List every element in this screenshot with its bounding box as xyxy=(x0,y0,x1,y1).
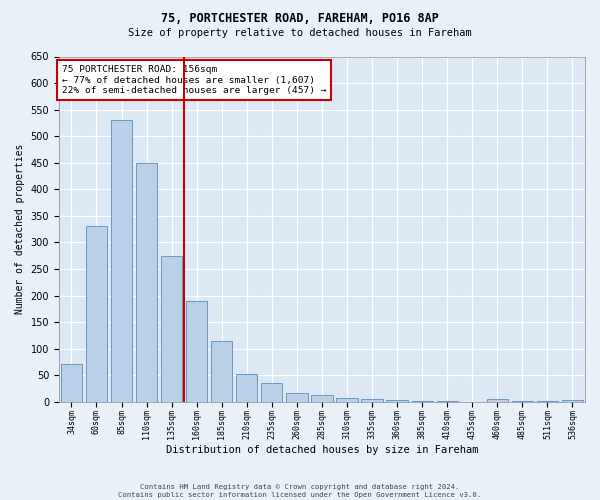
Bar xyxy=(236,374,257,402)
Text: Size of property relative to detached houses in Fareham: Size of property relative to detached ho… xyxy=(128,28,472,38)
Bar xyxy=(487,399,508,402)
Bar xyxy=(337,398,358,402)
Bar xyxy=(412,400,433,402)
Bar xyxy=(136,162,157,402)
Bar xyxy=(186,301,208,402)
Bar xyxy=(361,399,383,402)
Bar xyxy=(211,340,232,402)
Bar xyxy=(111,120,132,402)
Bar xyxy=(261,383,283,402)
X-axis label: Distribution of detached houses by size in Fareham: Distribution of detached houses by size … xyxy=(166,445,478,455)
Y-axis label: Number of detached properties: Number of detached properties xyxy=(15,144,25,314)
Text: 75 PORTCHESTER ROAD: 156sqm
← 77% of detached houses are smaller (1,607)
22% of : 75 PORTCHESTER ROAD: 156sqm ← 77% of det… xyxy=(62,65,326,95)
Text: Contains HM Land Registry data © Crown copyright and database right 2024.
Contai: Contains HM Land Registry data © Crown c… xyxy=(118,484,482,498)
Text: 75, PORTCHESTER ROAD, FAREHAM, PO16 8AP: 75, PORTCHESTER ROAD, FAREHAM, PO16 8AP xyxy=(161,12,439,26)
Bar xyxy=(61,364,82,402)
Bar xyxy=(562,400,583,402)
Bar xyxy=(161,256,182,402)
Bar xyxy=(311,396,332,402)
Bar xyxy=(386,400,408,402)
Bar xyxy=(286,393,308,402)
Bar xyxy=(86,226,107,402)
